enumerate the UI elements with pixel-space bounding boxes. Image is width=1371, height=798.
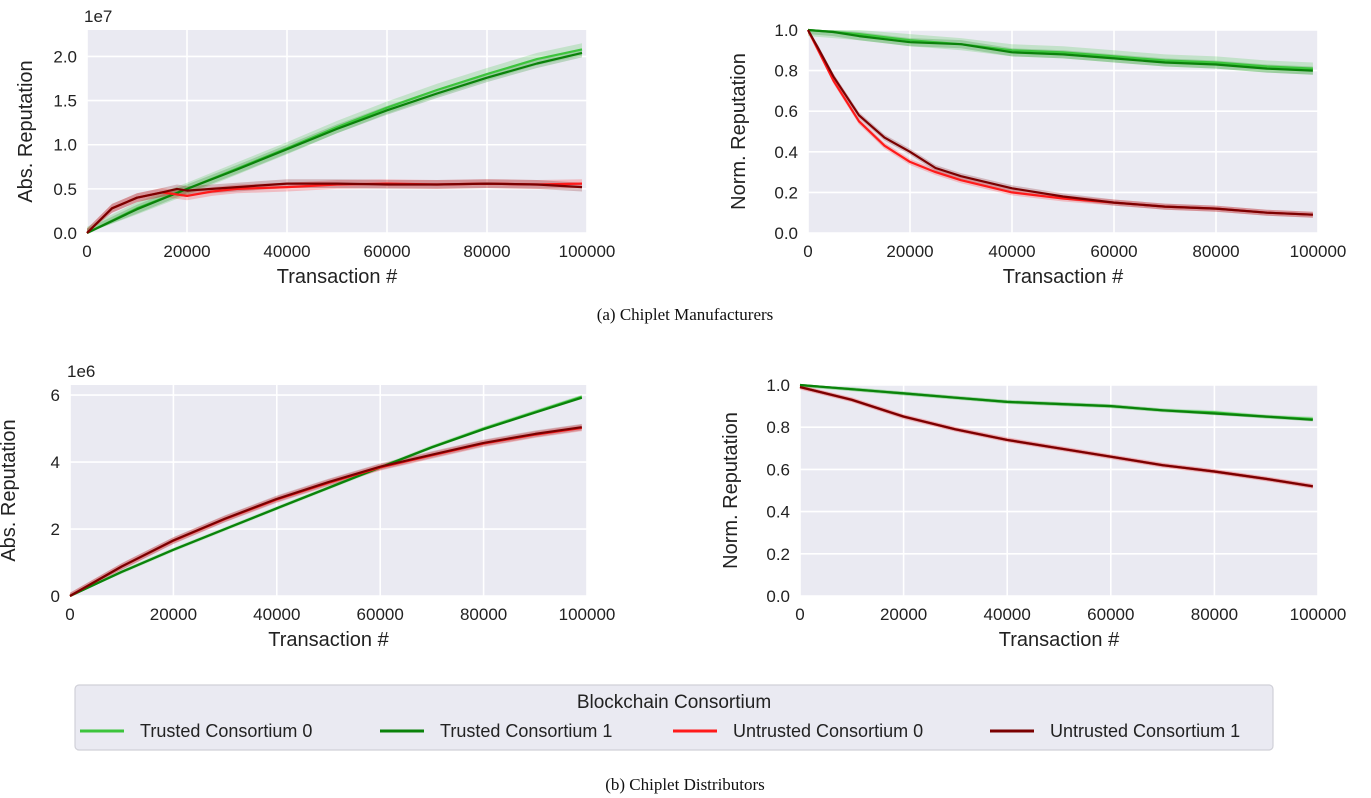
x-tick-label: 60000 xyxy=(1090,242,1137,261)
y-tick-label: 0 xyxy=(51,587,60,606)
y-tick-label: 1.0 xyxy=(766,376,790,395)
series-line-1 xyxy=(807,28,1313,72)
legend-label-3: Untrusted Consortium 1 xyxy=(1050,721,1240,741)
y-tick-label: 1.0 xyxy=(774,21,798,40)
x-tick-label: 80000 xyxy=(1192,242,1239,261)
series-line-1 xyxy=(86,51,583,234)
x-tick-label: 100000 xyxy=(559,242,616,261)
caption-b: (b) Chiplet Distributors xyxy=(605,775,765,794)
y-tick-label: 2.0 xyxy=(53,47,77,66)
y-tick-label: 0.5 xyxy=(53,180,77,199)
chart-manufacturers-norm-reputation: 0 20000 40000 60000 80000 100000 0.0 0.2 0.4 0.6 0… xyxy=(728,21,1346,288)
x-tick-label: 60000 xyxy=(357,605,404,624)
legend-label-2: Untrusted Consortium 0 xyxy=(733,721,923,741)
x-tick-label: 40000 xyxy=(984,605,1031,624)
x-axis-label: Transaction # xyxy=(999,629,1120,651)
y-axis-label: Abs. Reputation xyxy=(0,419,20,561)
x-tick-label: 80000 xyxy=(463,242,510,261)
y-tick-label: 0.2 xyxy=(766,545,790,564)
x-tick-label: 20000 xyxy=(880,605,927,624)
y-tick-label: 0.0 xyxy=(774,224,798,243)
y-scale-label: 1e7 xyxy=(84,7,112,26)
y-tick-label: 0.6 xyxy=(774,102,798,121)
plot-background xyxy=(800,385,1318,596)
y-tick-label: 0.8 xyxy=(766,418,790,437)
series-line-1 xyxy=(69,396,583,597)
series-line-3 xyxy=(69,426,582,597)
x-axis-label: Transaction # xyxy=(268,629,389,651)
plot-background xyxy=(87,30,587,233)
chart-distributors-norm-reputation: 0 20000 40000 60000 80000 100000 0.0 0.2 0.4 0.6 0… xyxy=(720,376,1346,651)
y-tick-label: 0.0 xyxy=(53,224,77,243)
x-tick-label: 40000 xyxy=(263,242,310,261)
x-tick-label: 20000 xyxy=(886,242,933,261)
series-line-3 xyxy=(799,386,1313,488)
legend-label-0: Trusted Consortium 0 xyxy=(140,721,312,741)
x-tick-label: 20000 xyxy=(150,605,197,624)
y-tick-label: 0.0 xyxy=(766,587,790,606)
x-tick-label: 40000 xyxy=(253,605,300,624)
y-tick-label: 4 xyxy=(51,453,60,472)
legend-label-1: Trusted Consortium 1 xyxy=(440,721,612,741)
y-axis-label: Abs. Reputation xyxy=(15,60,37,202)
x-tick-label: 20000 xyxy=(163,242,210,261)
plot-background xyxy=(70,385,587,596)
y-tick-label: 0.6 xyxy=(766,460,790,479)
x-tick-label: 0 xyxy=(82,242,91,261)
chart-distributors-abs-reputation: 0 20000 40000 60000 80000 100000 0 2 4 6 Transacti… xyxy=(0,362,615,651)
series-band-0 xyxy=(87,43,582,234)
series-line-0 xyxy=(807,28,1313,70)
x-tick-label: 60000 xyxy=(363,242,410,261)
x-tick-label: 80000 xyxy=(460,605,507,624)
y-tick-label: 1.0 xyxy=(53,136,77,155)
x-tick-label: 100000 xyxy=(559,605,616,624)
series-line-3 xyxy=(807,29,1313,216)
series-line-3 xyxy=(86,182,583,234)
legend-title: Blockchain Consortium xyxy=(577,692,771,713)
x-tick-label: 100000 xyxy=(1290,242,1347,261)
y-tick-label: 0.8 xyxy=(774,62,798,81)
y-scale-label: 1e6 xyxy=(67,362,95,381)
y-tick-label: 2 xyxy=(51,520,60,539)
x-tick-label: 80000 xyxy=(1191,605,1238,624)
series-line-1 xyxy=(799,383,1313,421)
legend-entries: Trusted Consortium 0 Trusted Consortium 1… xyxy=(80,721,1240,741)
y-tick-label: 1.5 xyxy=(53,92,77,111)
legend-box xyxy=(74,684,1274,751)
y-axis-label: Norm. Reputation xyxy=(728,53,750,210)
y-tick-label: 6 xyxy=(51,386,60,405)
y-tick-label: 0.4 xyxy=(766,503,790,522)
legend: Blockchain Consortium Trusted Consortium… xyxy=(74,684,1274,751)
y-axis-label: Norm. Reputation xyxy=(720,412,742,569)
y-tick-label: 0.2 xyxy=(774,183,798,202)
series-band-1 xyxy=(87,48,582,233)
x-tick-label: 60000 xyxy=(1087,605,1134,624)
x-tick-label: 0 xyxy=(803,242,812,261)
x-tick-label: 40000 xyxy=(988,242,1035,261)
caption-a: (a) Chiplet Manufacturers xyxy=(597,305,774,324)
x-axis-label: Transaction # xyxy=(277,266,398,288)
x-axis-label: Transaction # xyxy=(1003,266,1124,288)
x-tick-label: 0 xyxy=(65,605,74,624)
x-tick-label: 0 xyxy=(795,605,804,624)
y-tick-label: 0.4 xyxy=(774,143,798,162)
x-tick-label: 100000 xyxy=(1290,605,1347,624)
chart-manufacturers-abs-reputation: 0 20000 40000 60000 80000 100000 0.0 0.5 1.0 1.5 2… xyxy=(15,7,615,288)
